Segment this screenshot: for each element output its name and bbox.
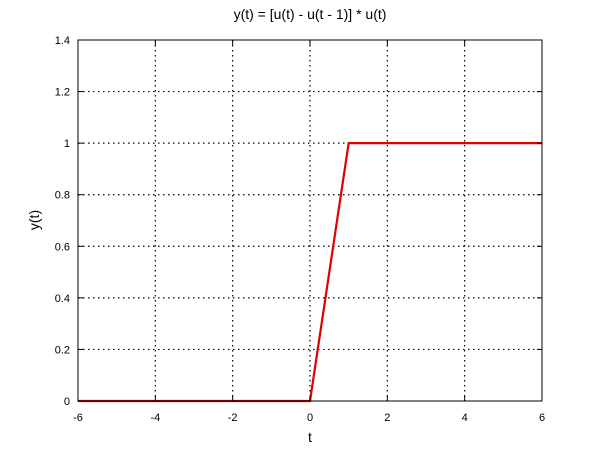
axis-ticks [77, 39, 543, 402]
x-tick-label: 6 [539, 412, 545, 424]
y-tick-label: 0.8 [55, 190, 70, 202]
y-axis-label: y(t) [26, 210, 42, 230]
x-tick-label: 4 [462, 412, 468, 424]
series-layer [78, 142, 542, 403]
grid-lines [78, 40, 542, 401]
x-tick-label: 0 [307, 412, 313, 424]
chart-title: y(t) = [u(t) - u(t - 1)] * u(t) [234, 6, 387, 22]
y-tick-labels: 0 0.2 0.4 0.6 0.8 1 1.2 1.4 [55, 35, 70, 408]
y-tick-label: 0.4 [55, 293, 70, 305]
x-tick-label: 2 [384, 412, 390, 424]
x-tick-label: -6 [73, 412, 83, 424]
x-tick-label: -4 [150, 412, 160, 424]
series-line-0 [78, 142, 542, 403]
y-tick-label: 1 [64, 138, 70, 150]
x-tick-label: -2 [228, 412, 238, 424]
y-tick-label: 0.2 [55, 344, 70, 356]
y-tick-label: 0 [64, 396, 70, 408]
y-tick-label: 1.4 [55, 35, 70, 47]
y-tick-label: 1.2 [55, 87, 70, 99]
x-tick-labels: -6 -4 -2 0 2 4 6 [73, 412, 545, 424]
y-tick-label: 0.6 [55, 241, 70, 253]
x-axis-label: t [308, 429, 312, 445]
